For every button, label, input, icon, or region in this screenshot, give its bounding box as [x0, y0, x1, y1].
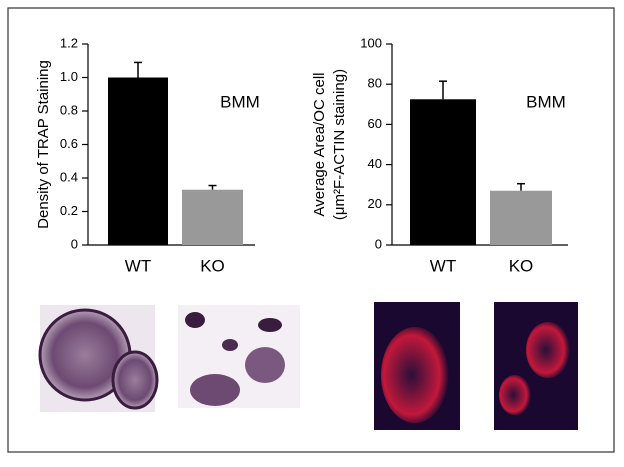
bar [182, 189, 243, 245]
annotation: BMM [526, 92, 566, 111]
y-tick-label: 60 [368, 116, 382, 131]
x-tick-label: WT [125, 256, 151, 275]
micrograph [38, 305, 159, 412]
y-axis-label: Average Area/OC cell [311, 73, 328, 217]
annotation: BMM [220, 92, 260, 111]
micrograph [178, 305, 300, 408]
y-tick-label: 0.4 [60, 169, 78, 184]
bar [108, 77, 168, 245]
micrograph [494, 302, 578, 430]
x-tick-label: KO [200, 256, 225, 275]
y-tick-label: 0.2 [60, 203, 78, 218]
micrograph [374, 302, 460, 430]
y-tick-label: 1.0 [60, 69, 78, 84]
y-axis-label: (μm²F-ACTIN staining) [331, 69, 348, 220]
y-tick-label: 100 [360, 35, 382, 50]
bar [490, 190, 552, 245]
y-tick-label: 0.6 [60, 136, 78, 151]
x-tick-label: KO [509, 256, 534, 275]
y-tick-label: 1.2 [60, 35, 78, 50]
y-tick-label: 20 [368, 196, 382, 211]
y-tick-label: 0 [71, 236, 78, 251]
y-tick-label: 80 [368, 76, 382, 91]
bar [410, 99, 476, 246]
y-tick-label: 40 [368, 156, 382, 171]
y-tick-label: 0.8 [60, 102, 78, 117]
y-axis-label: Density of TRAP Staining [35, 60, 52, 229]
x-tick-label: WT [430, 256, 456, 275]
frame [7, 7, 615, 453]
y-tick-label: 0 [375, 236, 382, 251]
